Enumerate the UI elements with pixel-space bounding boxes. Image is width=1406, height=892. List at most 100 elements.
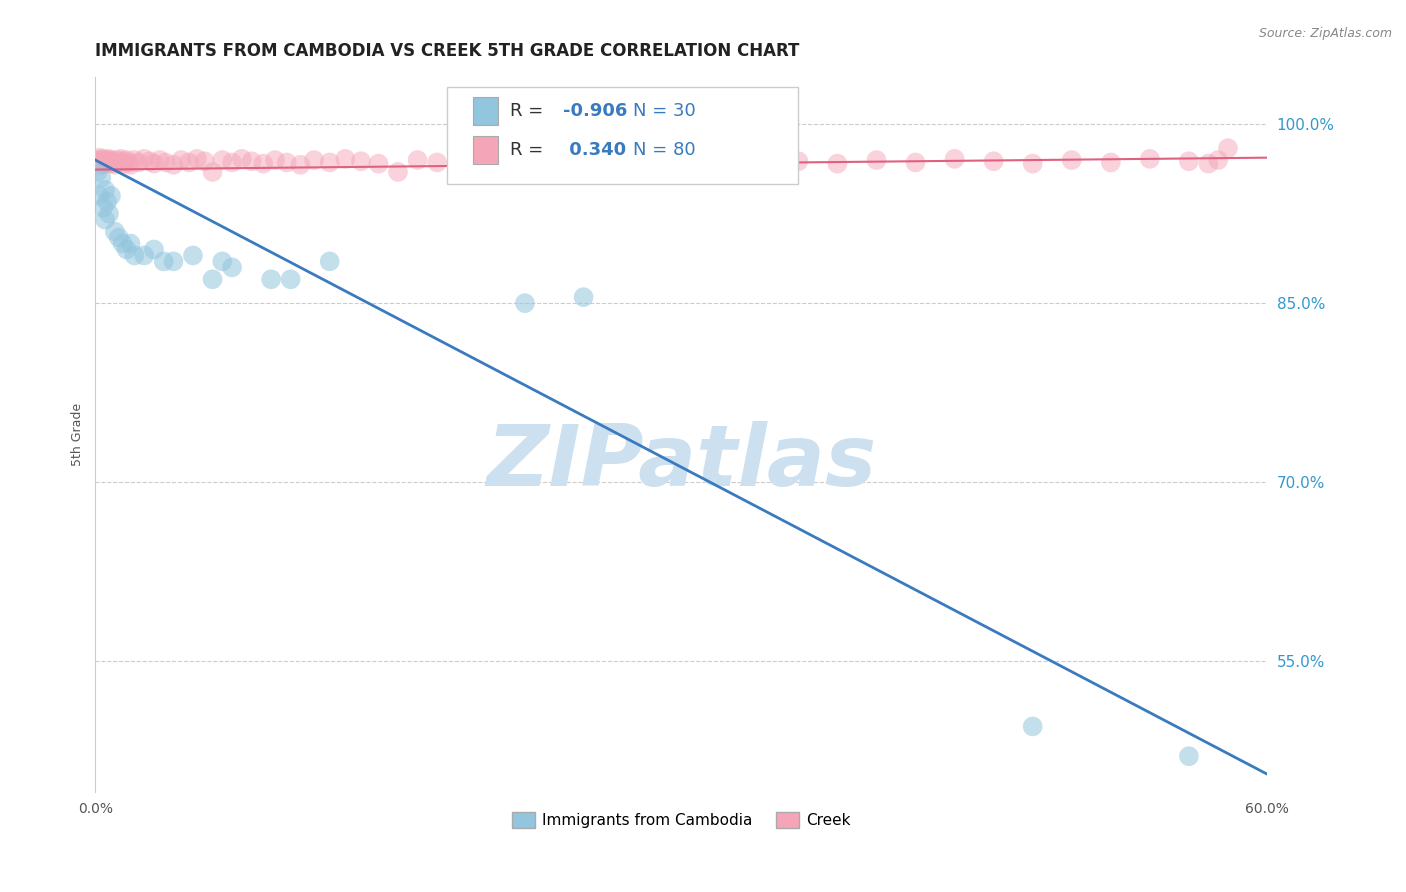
Point <box>1021 719 1043 733</box>
Point <box>104 225 127 239</box>
Legend: Immigrants from Cambodia, Creek: Immigrants from Cambodia, Creek <box>506 806 856 834</box>
Point <box>115 243 138 257</box>
Point <box>94 183 117 197</box>
Point <box>181 248 204 262</box>
Point <box>89 189 111 203</box>
Point <box>1178 154 1201 169</box>
Point <box>127 155 149 169</box>
Point <box>89 151 111 165</box>
Point <box>827 156 849 170</box>
Point <box>211 153 233 167</box>
Point <box>221 155 243 169</box>
Point <box>602 154 624 169</box>
Point <box>100 189 122 203</box>
Point <box>1060 153 1083 167</box>
Point <box>1216 141 1239 155</box>
Point <box>350 154 373 169</box>
Point <box>101 155 124 169</box>
Point <box>86 153 108 167</box>
Point <box>523 153 546 167</box>
Point <box>107 155 129 169</box>
Text: IMMIGRANTS FROM CAMBODIA VS CREEK 5TH GRADE CORRELATION CHART: IMMIGRANTS FROM CAMBODIA VS CREEK 5TH GR… <box>96 42 800 60</box>
Point <box>149 153 172 167</box>
Point <box>865 153 887 167</box>
Point <box>98 152 121 166</box>
Point <box>446 158 468 172</box>
Point <box>426 155 449 169</box>
Point <box>100 153 122 167</box>
Point <box>124 153 146 167</box>
Point <box>105 153 128 167</box>
Point <box>787 154 810 169</box>
Point <box>89 155 111 169</box>
Point <box>94 154 117 169</box>
Text: -0.906: -0.906 <box>562 102 627 120</box>
Point <box>96 194 118 209</box>
Text: N = 80: N = 80 <box>633 141 696 159</box>
Point <box>142 243 165 257</box>
Point <box>264 153 287 167</box>
Point <box>276 155 298 169</box>
Text: R =: R = <box>510 141 550 159</box>
Point <box>367 156 389 170</box>
Point <box>260 272 283 286</box>
Point <box>302 153 325 167</box>
Point <box>709 155 731 169</box>
Point <box>201 165 224 179</box>
Point <box>98 207 121 221</box>
Point <box>211 254 233 268</box>
Point <box>91 152 114 166</box>
Point <box>513 296 536 310</box>
Point <box>90 170 112 185</box>
Point <box>117 155 139 169</box>
Bar <box>472 136 498 164</box>
Point <box>100 156 122 170</box>
Point <box>748 152 770 166</box>
Point <box>335 152 357 166</box>
Point <box>485 154 508 169</box>
Point <box>503 156 526 170</box>
Point <box>115 153 138 167</box>
Point <box>170 153 193 167</box>
Point <box>318 155 340 169</box>
Point <box>90 153 112 167</box>
Point <box>186 152 208 166</box>
Point <box>96 153 118 167</box>
Point <box>110 152 132 166</box>
Point <box>290 158 312 172</box>
Point <box>201 272 224 286</box>
Point <box>669 153 692 167</box>
Text: R =: R = <box>510 102 550 120</box>
Point <box>162 158 184 172</box>
Point <box>280 272 302 286</box>
Point <box>86 165 108 179</box>
Text: ZIPatlas: ZIPatlas <box>486 421 876 504</box>
Point <box>111 236 134 251</box>
Point <box>1178 749 1201 764</box>
Point <box>134 152 156 166</box>
Point <box>543 155 565 169</box>
Point <box>111 154 134 169</box>
Point <box>96 155 118 169</box>
Point <box>631 156 654 170</box>
Point <box>91 155 114 169</box>
Text: Source: ZipAtlas.com: Source: ZipAtlas.com <box>1258 27 1392 40</box>
Point <box>1139 152 1161 166</box>
Point <box>1206 153 1229 167</box>
Point <box>318 254 340 268</box>
Bar <box>472 97 498 125</box>
Point <box>124 248 146 262</box>
Point <box>134 248 156 262</box>
Point <box>1099 155 1122 169</box>
Point <box>107 230 129 244</box>
Point <box>90 158 112 172</box>
Text: 0.340: 0.340 <box>562 141 626 159</box>
Point <box>904 155 927 169</box>
Point <box>943 152 966 166</box>
Y-axis label: 5th Grade: 5th Grade <box>72 402 84 466</box>
Point <box>465 152 488 166</box>
Point <box>114 156 136 170</box>
Point <box>155 155 177 169</box>
Point <box>221 260 243 275</box>
Point <box>572 290 595 304</box>
